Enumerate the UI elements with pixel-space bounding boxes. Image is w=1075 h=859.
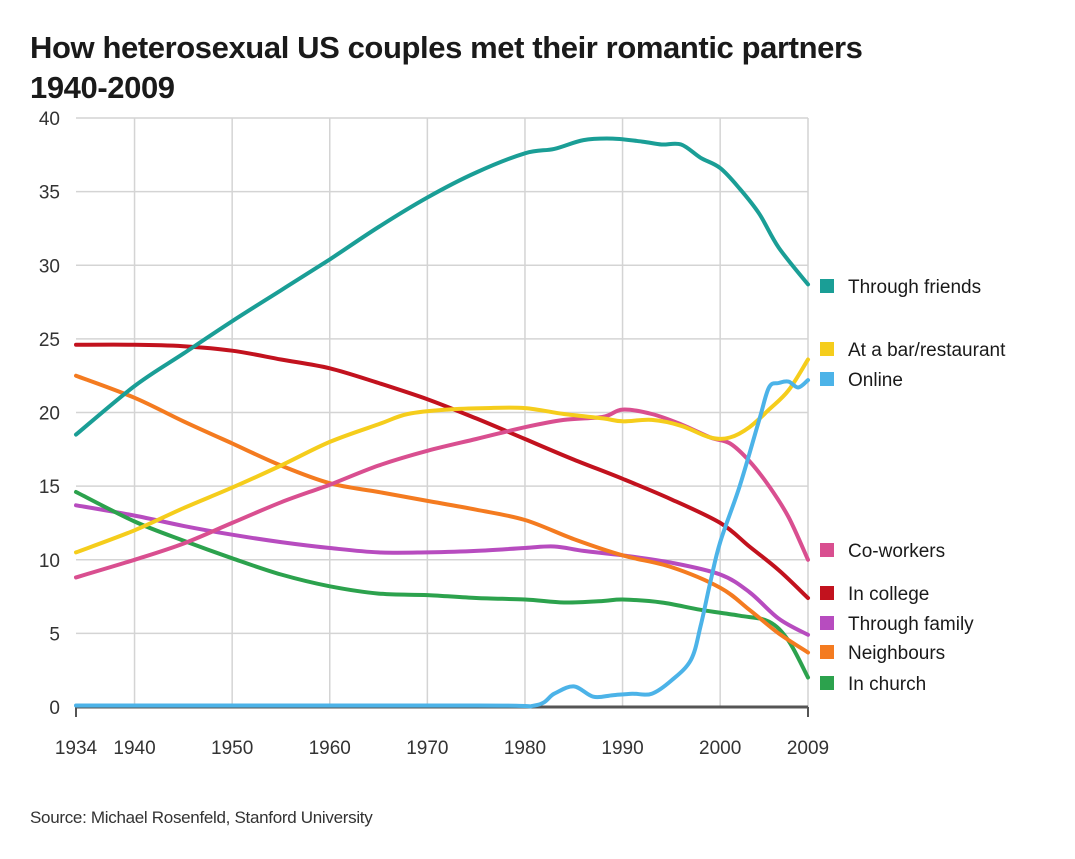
x-tick-label: 1940 — [113, 738, 155, 759]
y-tick-label: 35 — [39, 183, 60, 204]
series-line-through-friends — [74, 136, 810, 437]
legend-label-in-church: In church — [848, 674, 926, 695]
axes: 0 5 10 15 20 25 30 35 40 1934 1940 1950 1960 1970 1980… — [39, 109, 829, 759]
grid — [76, 117, 809, 707]
legend-label-neighbours: Neighbours — [848, 643, 945, 664]
legend: Through friends At a bar/restaurant Online… — [820, 277, 1006, 695]
legend-label-online: Online — [848, 370, 903, 391]
x-tick-label: 1950 — [211, 738, 253, 759]
legend-label-in-college: In college — [848, 584, 929, 605]
x-tick-label: 1970 — [406, 738, 448, 759]
y-tick-label: 10 — [39, 551, 60, 572]
y-tick-label: 0 — [49, 698, 60, 719]
series-line-through-family — [74, 503, 810, 637]
legend-label-at-a-bar-restaurant: At a bar/restaurant — [848, 340, 1006, 361]
chart-title: How heterosexual US couples met their ro… — [30, 28, 863, 108]
series-line-at-a-bar-restaurant — [74, 357, 810, 555]
series-line-in-college — [74, 342, 810, 600]
line-chart: 0 5 10 15 20 25 30 35 40 1934 1940 1950 1960 1970 1980… — [39, 109, 1006, 759]
series-lines — [74, 136, 810, 709]
legend-swatch-through-friends — [820, 279, 834, 293]
chart-title-line-2: 1940-2009 — [30, 70, 175, 105]
x-tick-label: 2000 — [699, 738, 741, 759]
legend-swatch-in-church — [820, 676, 834, 690]
legend-label-co-workers: Co-workers — [848, 541, 945, 562]
legend-swatch-co-workers — [820, 543, 834, 557]
series-line-co-workers — [74, 407, 810, 580]
series-line-in-church — [74, 490, 810, 680]
x-tick-label: 1980 — [504, 738, 546, 759]
x-tick-label: 1960 — [309, 738, 351, 759]
legend-swatch-through-family — [820, 616, 834, 630]
x-tick-label: 2009 — [787, 738, 829, 759]
legend-swatch-online — [820, 372, 834, 386]
x-tick-label: 1990 — [601, 738, 643, 759]
y-tick-label: 5 — [49, 624, 60, 645]
y-tick-label: 40 — [39, 109, 60, 130]
source-note: Source: Michael Rosenfeld, Stanford Univ… — [30, 808, 373, 827]
y-tick-label: 30 — [39, 256, 60, 277]
legend-swatch-in-college — [820, 586, 834, 600]
legend-label-through-family: Through family — [848, 614, 974, 635]
x-tick-label: 1934 — [55, 738, 98, 759]
y-tick-label: 25 — [39, 330, 60, 351]
series-line-neighbours — [74, 373, 810, 655]
chart-title-line-1: How heterosexual US couples met their ro… — [30, 30, 863, 65]
y-tick-label: 20 — [39, 404, 60, 425]
legend-swatch-at-a-bar-restaurant — [820, 342, 834, 356]
legend-label-through-friends: Through friends — [848, 277, 981, 298]
legend-swatch-neighbours — [820, 645, 834, 659]
y-tick-label: 15 — [39, 477, 60, 498]
series-line-online — [74, 378, 810, 709]
